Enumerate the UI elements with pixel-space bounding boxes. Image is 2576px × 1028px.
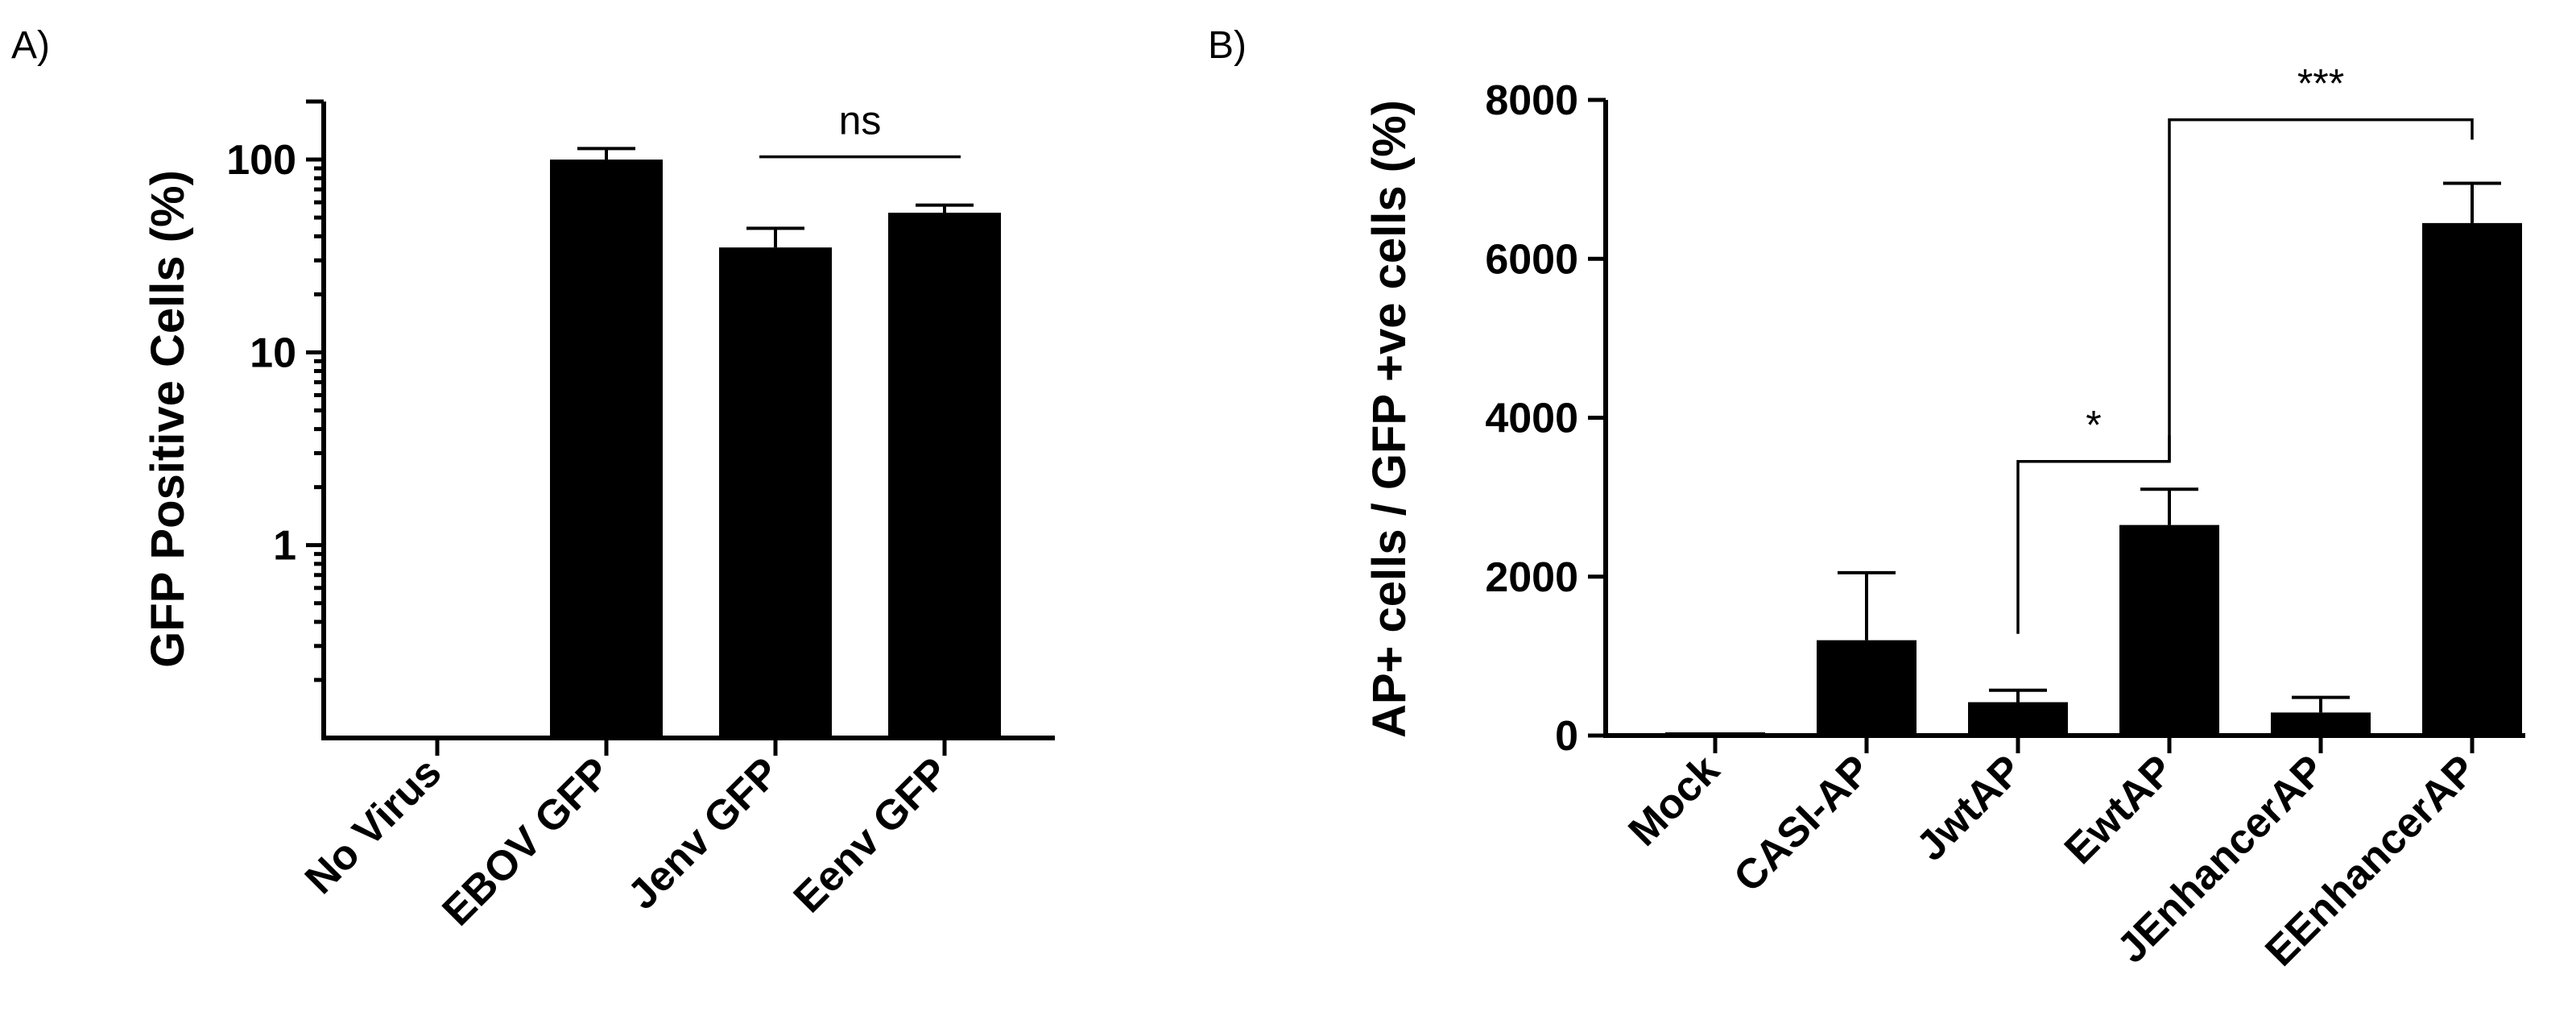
panel-a-y-tick-label: 100 <box>226 137 296 184</box>
error-bar-jenv-gfp <box>746 226 804 248</box>
chart-panel-b: B) AP+ cells / GFP +ve cells (%) 0 2000 40… <box>1208 24 2525 976</box>
bar-jenv-gfp <box>719 247 832 739</box>
bar-casi-ap <box>1817 640 1916 736</box>
panel-b-y-tick-label: 2000 <box>1485 554 1578 601</box>
significance-label: ns <box>839 98 882 143</box>
panel-b-y-tick-label: 6000 <box>1485 236 1578 283</box>
category-label-no-virus: No Virus <box>296 748 451 903</box>
error-bar-jwtap <box>1989 688 2047 703</box>
panel-b-y-tick-label: 4000 <box>1485 396 1578 442</box>
category-label-eenv-gfp: Eenv GFP <box>785 748 958 922</box>
significance-label: * <box>2086 403 2101 448</box>
panel-b-y-axis-title: AP+ cells / GFP +ve cells (%) <box>1363 100 1416 738</box>
panel-a-axes <box>321 102 1055 740</box>
bar-eenv-gfp <box>888 213 1001 739</box>
panel-a-y-tick-label: 10 <box>250 330 296 376</box>
category-label-mock: Mock <box>1619 746 1728 855</box>
bar-jwtap <box>1968 702 2068 736</box>
panel-a-y-tick-label: 1 <box>273 523 296 570</box>
category-label-jenv-gfp: Jenv GFP <box>619 748 789 918</box>
panel-b-y-tick-label: 8000 <box>1485 77 1578 124</box>
panel-b-y-tick-label: 0 <box>1555 713 1578 760</box>
error-bar-ebov-gfp <box>577 147 635 160</box>
significance-bracket <box>2168 118 2474 462</box>
panel-a-label: A) <box>11 24 50 67</box>
bar-eenhancerap <box>2422 222 2522 736</box>
panel-a-y-axis-title: GFP Positive Cells (%) <box>142 170 194 668</box>
category-label-ebov-gfp: EBOV GFP <box>433 748 619 935</box>
error-bar-ewtap <box>2140 487 2198 525</box>
panel-b-axes <box>1603 100 2525 738</box>
error-bar-eenhancerap <box>2443 181 2501 223</box>
error-bar-jenhancerap <box>2292 695 2350 713</box>
significance-label: *** <box>2297 61 2344 106</box>
category-label-ewtap: EwtAP <box>2056 746 2182 873</box>
category-label-jwtap: JwtAP <box>1908 746 2031 869</box>
bar-jenhancerap <box>2271 712 2371 736</box>
category-label-casi-ap: CASI-AP <box>1725 746 1879 901</box>
bar-ebov-gfp <box>550 160 663 739</box>
panel-b-label: B) <box>1208 24 1247 67</box>
bar-ewtap <box>2119 524 2219 736</box>
error-bar-eenv-gfp <box>916 203 974 213</box>
error-bar-casi-ap <box>1838 570 1896 640</box>
chart-panel-a: A) GFP Positive Cells (%) 1 10 100 No Viru… <box>11 24 1055 935</box>
